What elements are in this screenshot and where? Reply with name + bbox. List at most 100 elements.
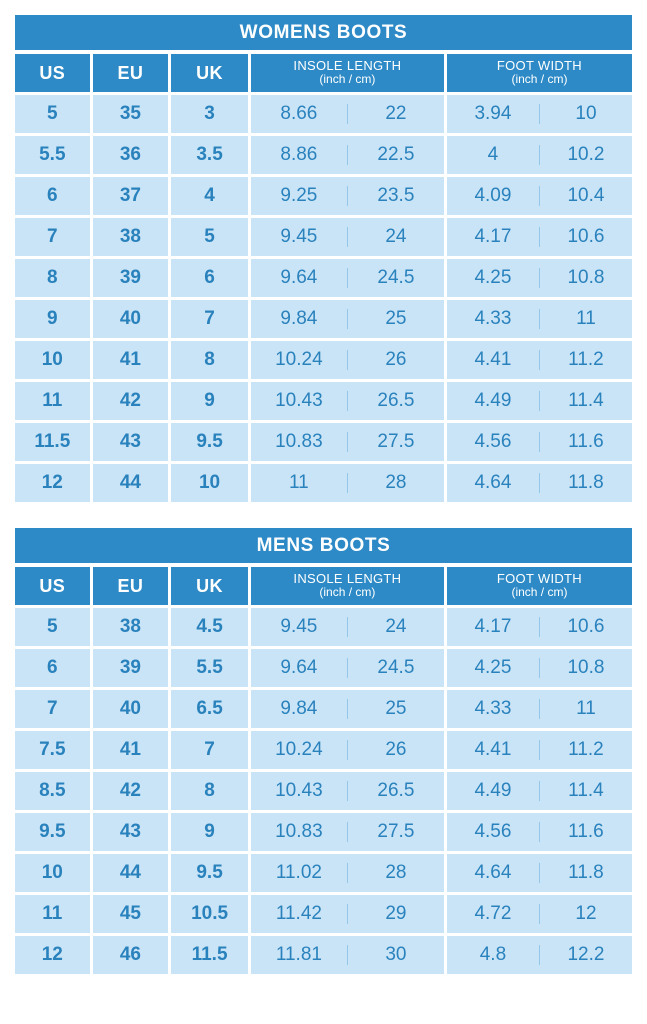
cell-insole-length-cm: 27.5 (377, 821, 415, 842)
cell-foot-width: 4.25 10.8 (446, 259, 632, 297)
cell-insole-length-cm: 24.5 (377, 267, 415, 288)
cell-foot-width-inch: 4.56 (474, 821, 512, 842)
cell-insole-length-inch: 11 (289, 472, 309, 493)
cell-insole-length-pair: 9.25 23.5 (251, 177, 444, 215)
cell-insole-length-cm: 26 (385, 349, 407, 370)
size-table: MENS BOOTS US EU UK INSOLE LENGTH (inch / cm)… (15, 528, 632, 974)
cell-divider (538, 391, 540, 411)
cell-divider (538, 432, 540, 452)
cell-foot-width: 4.41 11.2 (446, 731, 632, 769)
cell-foot-width-pair: 4.56 11.6 (447, 423, 632, 461)
cell-divider (346, 945, 348, 965)
cell-foot-width-pair: 4.41 11.2 (447, 731, 632, 769)
cell-insole-length-inch: 9.25 (280, 185, 318, 206)
column-header-uk: UK (171, 54, 248, 92)
table-row: 8.5 42 8 10.43 26.5 4.49 11.4 (15, 772, 632, 810)
cell-eu: 44 (92, 464, 169, 502)
cell-insole-length-pair: 10.83 27.5 (251, 423, 444, 461)
cell-foot-width-cm: 11.6 (568, 431, 604, 452)
table-row: 5 35 3 8.66 22 3.94 10 (15, 95, 632, 133)
cell-divider (346, 658, 348, 678)
cell-insole-length: 11.02 28 (250, 854, 444, 892)
cell-insole-length-pair: 10.43 26.5 (251, 382, 444, 420)
cell-insole-length-cm: 22 (385, 103, 407, 124)
cell-insole-length-inch: 9.45 (280, 226, 318, 247)
cell-uk: 10 (171, 464, 248, 502)
cell-uk: 3.5 (171, 136, 248, 174)
cell-foot-width: 4.56 11.6 (446, 423, 632, 461)
cell-eu: 41 (92, 731, 169, 769)
cell-divider (538, 309, 540, 329)
cell-eu: 43 (92, 813, 169, 851)
cell-insole-length-pair: 10.43 26.5 (251, 772, 444, 810)
table-row: 12 44 10 11 28 4.64 11.8 (15, 464, 632, 502)
cell-foot-width-cm: 11.6 (568, 821, 604, 842)
cell-foot-width-pair: 4.25 10.8 (447, 259, 632, 297)
cell-foot-width-cm: 10.8 (567, 657, 605, 678)
cell-insole-length-inch: 11.02 (275, 862, 322, 883)
cell-divider (538, 658, 540, 678)
cell-us: 12 (15, 936, 90, 974)
cell-uk: 5.5 (171, 649, 248, 687)
column-header-insole-length: INSOLE LENGTH (inch / cm) (250, 567, 444, 605)
cell-foot-width: 4.17 10.6 (446, 218, 632, 256)
cell-divider (346, 268, 348, 288)
cell-insole-length: 11 28 (250, 464, 444, 502)
table-row: 9.5 43 9 10.83 27.5 4.56 11.6 (15, 813, 632, 851)
cell-eu: 41 (92, 341, 169, 379)
cell-foot-width-pair: 3.94 10 (447, 95, 632, 133)
cell-divider (346, 617, 348, 637)
cell-foot-width-pair: 4.72 12 (447, 895, 632, 933)
cell-us: 8 (15, 259, 90, 297)
cell-eu: 40 (92, 690, 169, 728)
cell-insole-length: 9.64 24.5 (250, 259, 444, 297)
cell-eu: 38 (92, 608, 169, 646)
cell-uk: 7 (171, 300, 248, 338)
cell-divider (538, 268, 540, 288)
cell-foot-width-inch: 4.8 (479, 944, 507, 965)
column-header-us: US (15, 54, 90, 92)
cell-foot-width-inch: 4.49 (474, 390, 512, 411)
cell-foot-width-pair: 4.56 11.6 (447, 813, 632, 851)
cell-insole-length: 10.43 26.5 (250, 382, 444, 420)
column-header-insole-length: INSOLE LENGTH (inch / cm) (250, 54, 444, 92)
table-row: 11.5 43 9.5 10.83 27.5 4.56 11.6 (15, 423, 632, 461)
table-row: 7 38 5 9.45 24 4.17 10.6 (15, 218, 632, 256)
cell-foot-width-cm: 11.8 (568, 472, 604, 493)
column-header-uk-label: UK (196, 575, 223, 596)
cell-foot-width-cm: 11.2 (568, 739, 604, 760)
cell-foot-width-pair: 4.49 11.4 (447, 382, 632, 420)
cell-uk: 5 (171, 218, 248, 256)
cell-us: 6 (15, 177, 90, 215)
cell-foot-width-cm: 10.8 (567, 267, 605, 288)
cell-insole-length-cm: 27.5 (377, 431, 415, 452)
cell-foot-width-pair: 4.33 11 (447, 690, 632, 728)
cell-us: 11 (15, 382, 90, 420)
cell-us: 7.5 (15, 731, 90, 769)
cell-insole-length-cm: 25 (385, 698, 407, 719)
cell-us: 11.5 (15, 423, 90, 461)
cell-eu: 45 (92, 895, 169, 933)
cell-uk: 11.5 (171, 936, 248, 974)
cell-foot-width-inch: 4.49 (474, 780, 512, 801)
cell-insole-length: 11.42 29 (250, 895, 444, 933)
cell-uk: 9 (171, 813, 248, 851)
cell-us: 9.5 (15, 813, 90, 851)
column-header-uk: UK (171, 567, 248, 605)
cell-insole-length: 10.83 27.5 (250, 423, 444, 461)
cell-insole-length-pair: 9.64 24.5 (251, 649, 444, 687)
cell-insole-length: 9.25 23.5 (250, 177, 444, 215)
cell-divider (538, 617, 540, 637)
cell-us: 5.5 (15, 136, 90, 174)
column-header-foot-width-label: FOOT WIDTH (496, 57, 582, 73)
table-row: 10 44 9.5 11.02 28 4.64 11.8 (15, 854, 632, 892)
cell-insole-length: 10.43 26.5 (250, 772, 444, 810)
cell-divider (346, 740, 348, 760)
cell-foot-width-inch: 4.25 (474, 657, 512, 678)
size-table: WOMENS BOOTS US EU UK INSOLE LENGTH (inch / c… (15, 15, 632, 502)
column-header-foot-width-label: FOOT WIDTH (496, 570, 582, 586)
cell-insole-length-pair: 9.45 24 (251, 218, 444, 256)
cell-insole-length-pair: 8.66 22 (251, 95, 444, 133)
cell-foot-width-cm: 11.4 (568, 780, 604, 801)
